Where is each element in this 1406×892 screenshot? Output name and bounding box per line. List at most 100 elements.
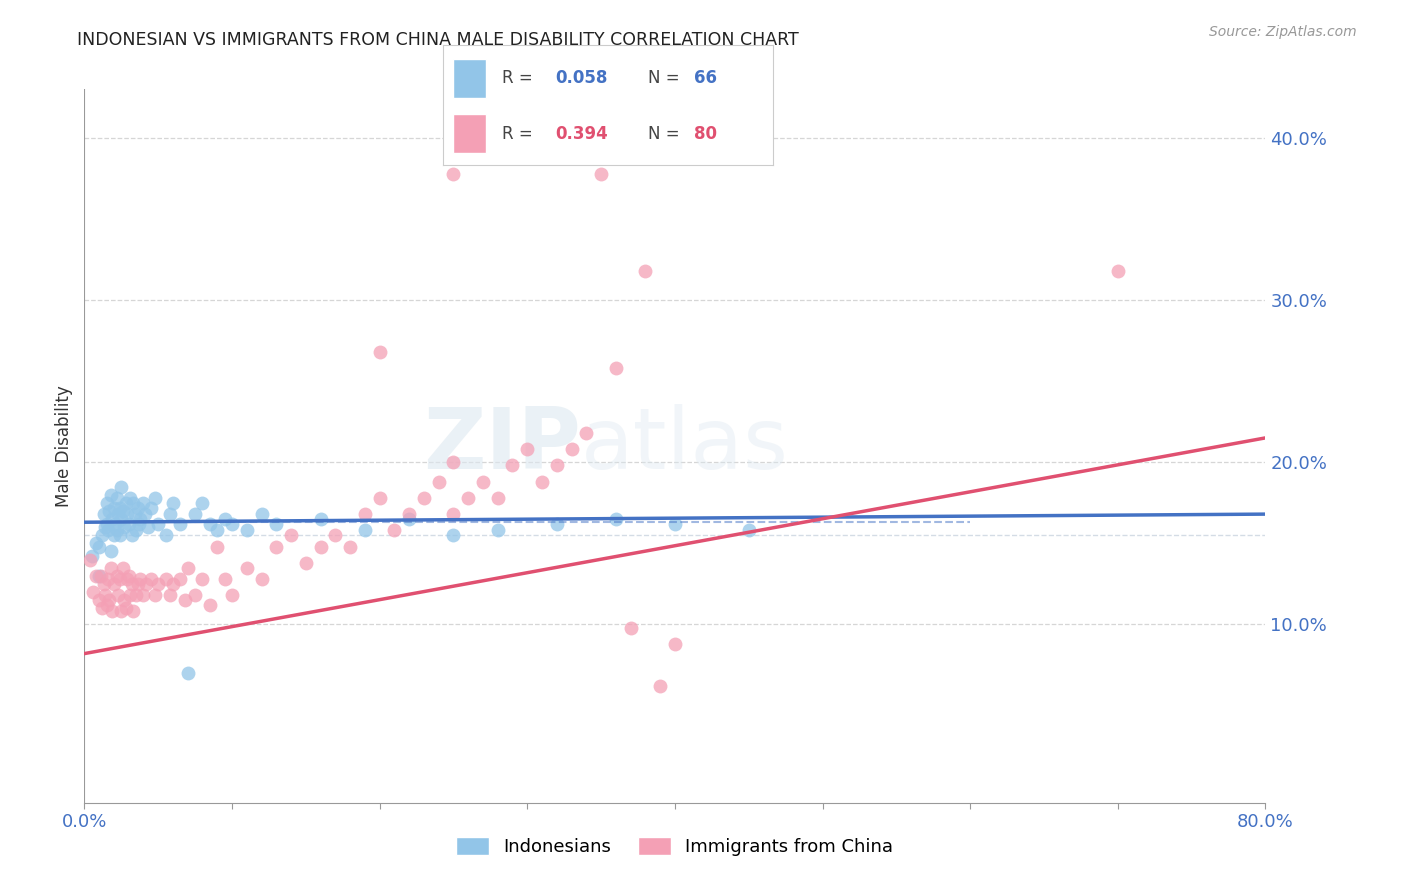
Point: [134, 507, 156, 521]
Point: [87, 593, 111, 607]
Point: [443, 455, 465, 469]
Text: INDONESIAN VS IMMIGRANTS FROM CHINA MALE DISABILITY CORRELATION CHART: INDONESIAN VS IMMIGRANTS FROM CHINA MALE…: [77, 31, 799, 49]
Point: [650, 679, 672, 693]
Point: [368, 491, 391, 505]
Point: [413, 491, 436, 505]
Point: [501, 458, 523, 473]
Text: R =: R =: [502, 70, 538, 87]
Point: [100, 488, 122, 502]
Point: [143, 588, 166, 602]
Point: [103, 577, 125, 591]
Point: [115, 572, 138, 586]
Text: N =: N =: [648, 125, 685, 143]
Point: [634, 264, 657, 278]
Point: [738, 524, 761, 538]
Point: [120, 588, 142, 602]
Text: N =: N =: [648, 70, 685, 87]
Point: [121, 577, 143, 591]
Point: [114, 496, 136, 510]
Point: [112, 593, 135, 607]
Point: [325, 528, 347, 542]
Point: [135, 577, 157, 591]
Point: [87, 540, 111, 554]
Point: [177, 666, 200, 681]
Point: [148, 577, 170, 591]
Point: [191, 572, 214, 586]
Point: [486, 491, 509, 505]
Point: [110, 479, 132, 493]
Point: [457, 491, 479, 505]
Point: [575, 425, 598, 440]
Point: [98, 593, 121, 607]
Point: [98, 504, 121, 518]
Point: [97, 572, 120, 586]
Point: [198, 516, 221, 531]
Point: [121, 528, 143, 542]
Point: [169, 516, 191, 531]
Point: [132, 588, 155, 602]
Point: [427, 475, 450, 489]
Point: [100, 560, 122, 574]
Point: [221, 588, 243, 602]
Point: [96, 598, 118, 612]
Point: [531, 475, 554, 489]
Point: [198, 598, 221, 612]
Point: [103, 528, 125, 542]
Y-axis label: Male Disability: Male Disability: [55, 385, 73, 507]
Point: [100, 544, 122, 558]
Point: [104, 516, 127, 531]
Point: [295, 556, 318, 570]
Point: [546, 516, 568, 531]
Point: [91, 601, 114, 615]
Point: [472, 475, 495, 489]
Point: [136, 520, 159, 534]
Point: [120, 491, 142, 505]
Point: [132, 496, 155, 510]
Point: [84, 536, 107, 550]
Point: [148, 516, 170, 531]
Point: [236, 524, 259, 538]
Point: [111, 504, 134, 518]
Text: ZIP: ZIP: [423, 404, 581, 488]
Point: [339, 540, 361, 554]
Point: [169, 572, 191, 586]
Point: [382, 524, 406, 538]
Point: [143, 491, 166, 505]
Point: [443, 528, 465, 542]
Point: [82, 585, 104, 599]
Point: [108, 572, 131, 586]
Point: [266, 540, 288, 554]
Point: [118, 516, 141, 531]
Point: [94, 520, 117, 534]
Point: [129, 512, 152, 526]
Point: [122, 604, 145, 618]
Point: [127, 500, 149, 515]
Point: [122, 496, 145, 510]
Point: [605, 512, 627, 526]
Point: [124, 507, 146, 521]
Point: [516, 442, 538, 457]
Point: [127, 577, 149, 591]
Point: [443, 167, 465, 181]
FancyBboxPatch shape: [453, 59, 486, 97]
Point: [115, 507, 138, 521]
Point: [398, 507, 420, 521]
Point: [129, 572, 152, 586]
Point: [354, 524, 377, 538]
Point: [591, 167, 613, 181]
Point: [139, 500, 162, 515]
Point: [93, 507, 115, 521]
Text: atlas: atlas: [581, 404, 789, 488]
Point: [114, 601, 136, 615]
Point: [214, 572, 236, 586]
Point: [108, 528, 131, 542]
Text: 0.394: 0.394: [555, 125, 607, 143]
Point: [664, 516, 686, 531]
Point: [105, 568, 128, 582]
Point: [280, 528, 302, 542]
Point: [177, 560, 200, 574]
Point: [159, 507, 181, 521]
Point: [97, 524, 120, 538]
Point: [125, 588, 148, 602]
Point: [214, 512, 236, 526]
